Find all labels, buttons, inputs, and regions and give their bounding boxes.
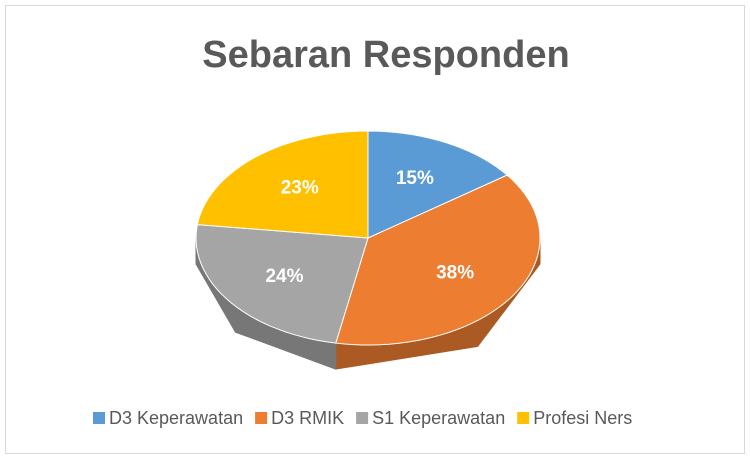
pie-slice — [335, 174, 541, 346]
legend-swatch — [93, 412, 105, 424]
value-label: 15% — [396, 168, 434, 189]
pie-slice — [195, 224, 369, 344]
pie-slice — [367, 130, 509, 239]
value-label: 38% — [436, 263, 474, 284]
legend-label: D3 RMIK — [271, 408, 344, 428]
pie-slice — [196, 130, 369, 239]
legend-swatch — [255, 412, 268, 424]
value-label: 23% — [281, 177, 319, 198]
chart-title: Sebaran Responden — [202, 34, 569, 76]
value-label: 24% — [265, 266, 303, 287]
legend-swatch — [356, 412, 369, 424]
legend-label: S1 Keperawatan — [372, 408, 505, 428]
legend-label: Profesi Ners — [533, 408, 632, 428]
legend-swatch — [517, 412, 530, 424]
legend-label: D3 Keperawatan — [109, 408, 243, 428]
